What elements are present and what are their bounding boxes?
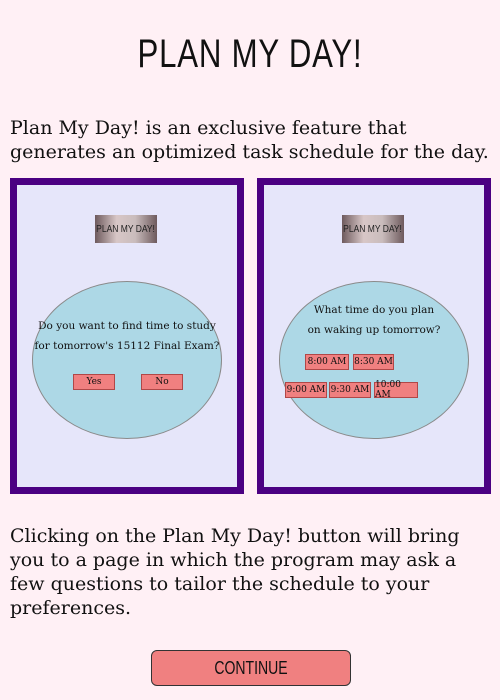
banner-label: PLAN MY DAY!: [96, 223, 156, 235]
intro-text: Plan My Day! is an exclusive feature tha…: [10, 117, 489, 163]
plan-my-day-banner-image: PLAN MY DAY!: [95, 215, 157, 243]
question-line-2: on waking up tomorrow?: [307, 324, 441, 336]
continue-button[interactable]: CONTINUE: [151, 650, 351, 686]
question-line-2: for tomorrow's 15112 Final Exam?: [34, 340, 220, 352]
time-option-button[interactable]: 9:00 AM: [285, 382, 327, 398]
time-option-button[interactable]: 9:30 AM: [329, 382, 371, 398]
description-text: Clicking on the Plan My Day! button will…: [10, 525, 460, 619]
question-circle: Do you want to find time to study for to…: [32, 281, 222, 439]
continue-button-label: CONTINUE: [214, 657, 288, 678]
question-line-1: Do you want to find time to study: [38, 320, 216, 332]
preview-panel-wake-time-question: PLAN MY DAY! What time do you plan on wa…: [257, 178, 491, 494]
page-title: PLAN MY DAY!: [137, 32, 363, 76]
banner-label: PLAN MY DAY!: [343, 223, 403, 235]
plan-my-day-banner-image: PLAN MY DAY!: [342, 215, 404, 243]
yes-button[interactable]: Yes: [73, 374, 115, 390]
time-option-button[interactable]: 10:00 AM: [374, 380, 418, 400]
time-option-button[interactable]: 8:30 AM: [353, 354, 394, 370]
question-circle: What time do you plan on waking up tomor…: [279, 281, 469, 439]
no-button[interactable]: No: [141, 374, 183, 390]
time-option-button[interactable]: 8:00 AM: [305, 354, 349, 370]
question-line-1: What time do you plan: [313, 304, 435, 316]
preview-panel-study-question: PLAN MY DAY! Do you want to find time to…: [10, 178, 244, 494]
